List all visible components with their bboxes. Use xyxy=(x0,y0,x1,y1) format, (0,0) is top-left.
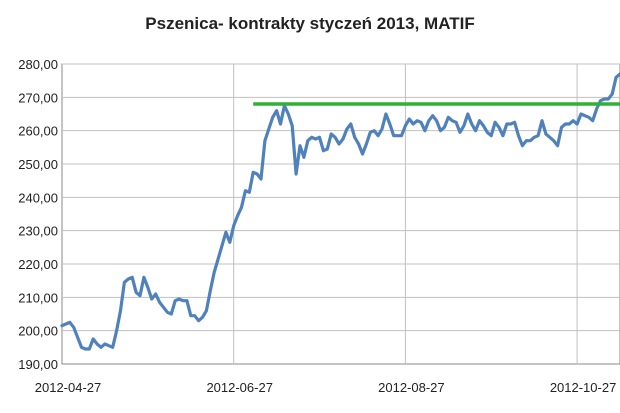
x-tick-label: 2012-08-27 xyxy=(378,380,445,395)
y-tick-label: 270,00 xyxy=(18,90,58,105)
x-tick-label: 2012-06-27 xyxy=(206,380,273,395)
y-tick-label: 230,00 xyxy=(18,224,58,239)
plot-area xyxy=(61,63,620,365)
y-tick-label: 280,00 xyxy=(18,57,58,72)
y-tick-label: 200,00 xyxy=(18,324,58,339)
y-tick-label: 260,00 xyxy=(18,124,58,139)
chart-title: Pszenica- kontrakty styczeń 2013, MATIF xyxy=(145,14,475,33)
y-tick-label: 250,00 xyxy=(18,157,58,172)
price-series-line xyxy=(60,72,620,351)
y-tick-label: 240,00 xyxy=(18,190,58,205)
y-tick-label: 210,00 xyxy=(18,290,58,305)
x-tick-label: 2012-10-27 xyxy=(550,380,617,395)
y-tick-label: 220,00 xyxy=(18,257,58,272)
x-tick-label: 2012-04-27 xyxy=(35,380,102,395)
y-tick-label: 190,00 xyxy=(18,357,58,372)
